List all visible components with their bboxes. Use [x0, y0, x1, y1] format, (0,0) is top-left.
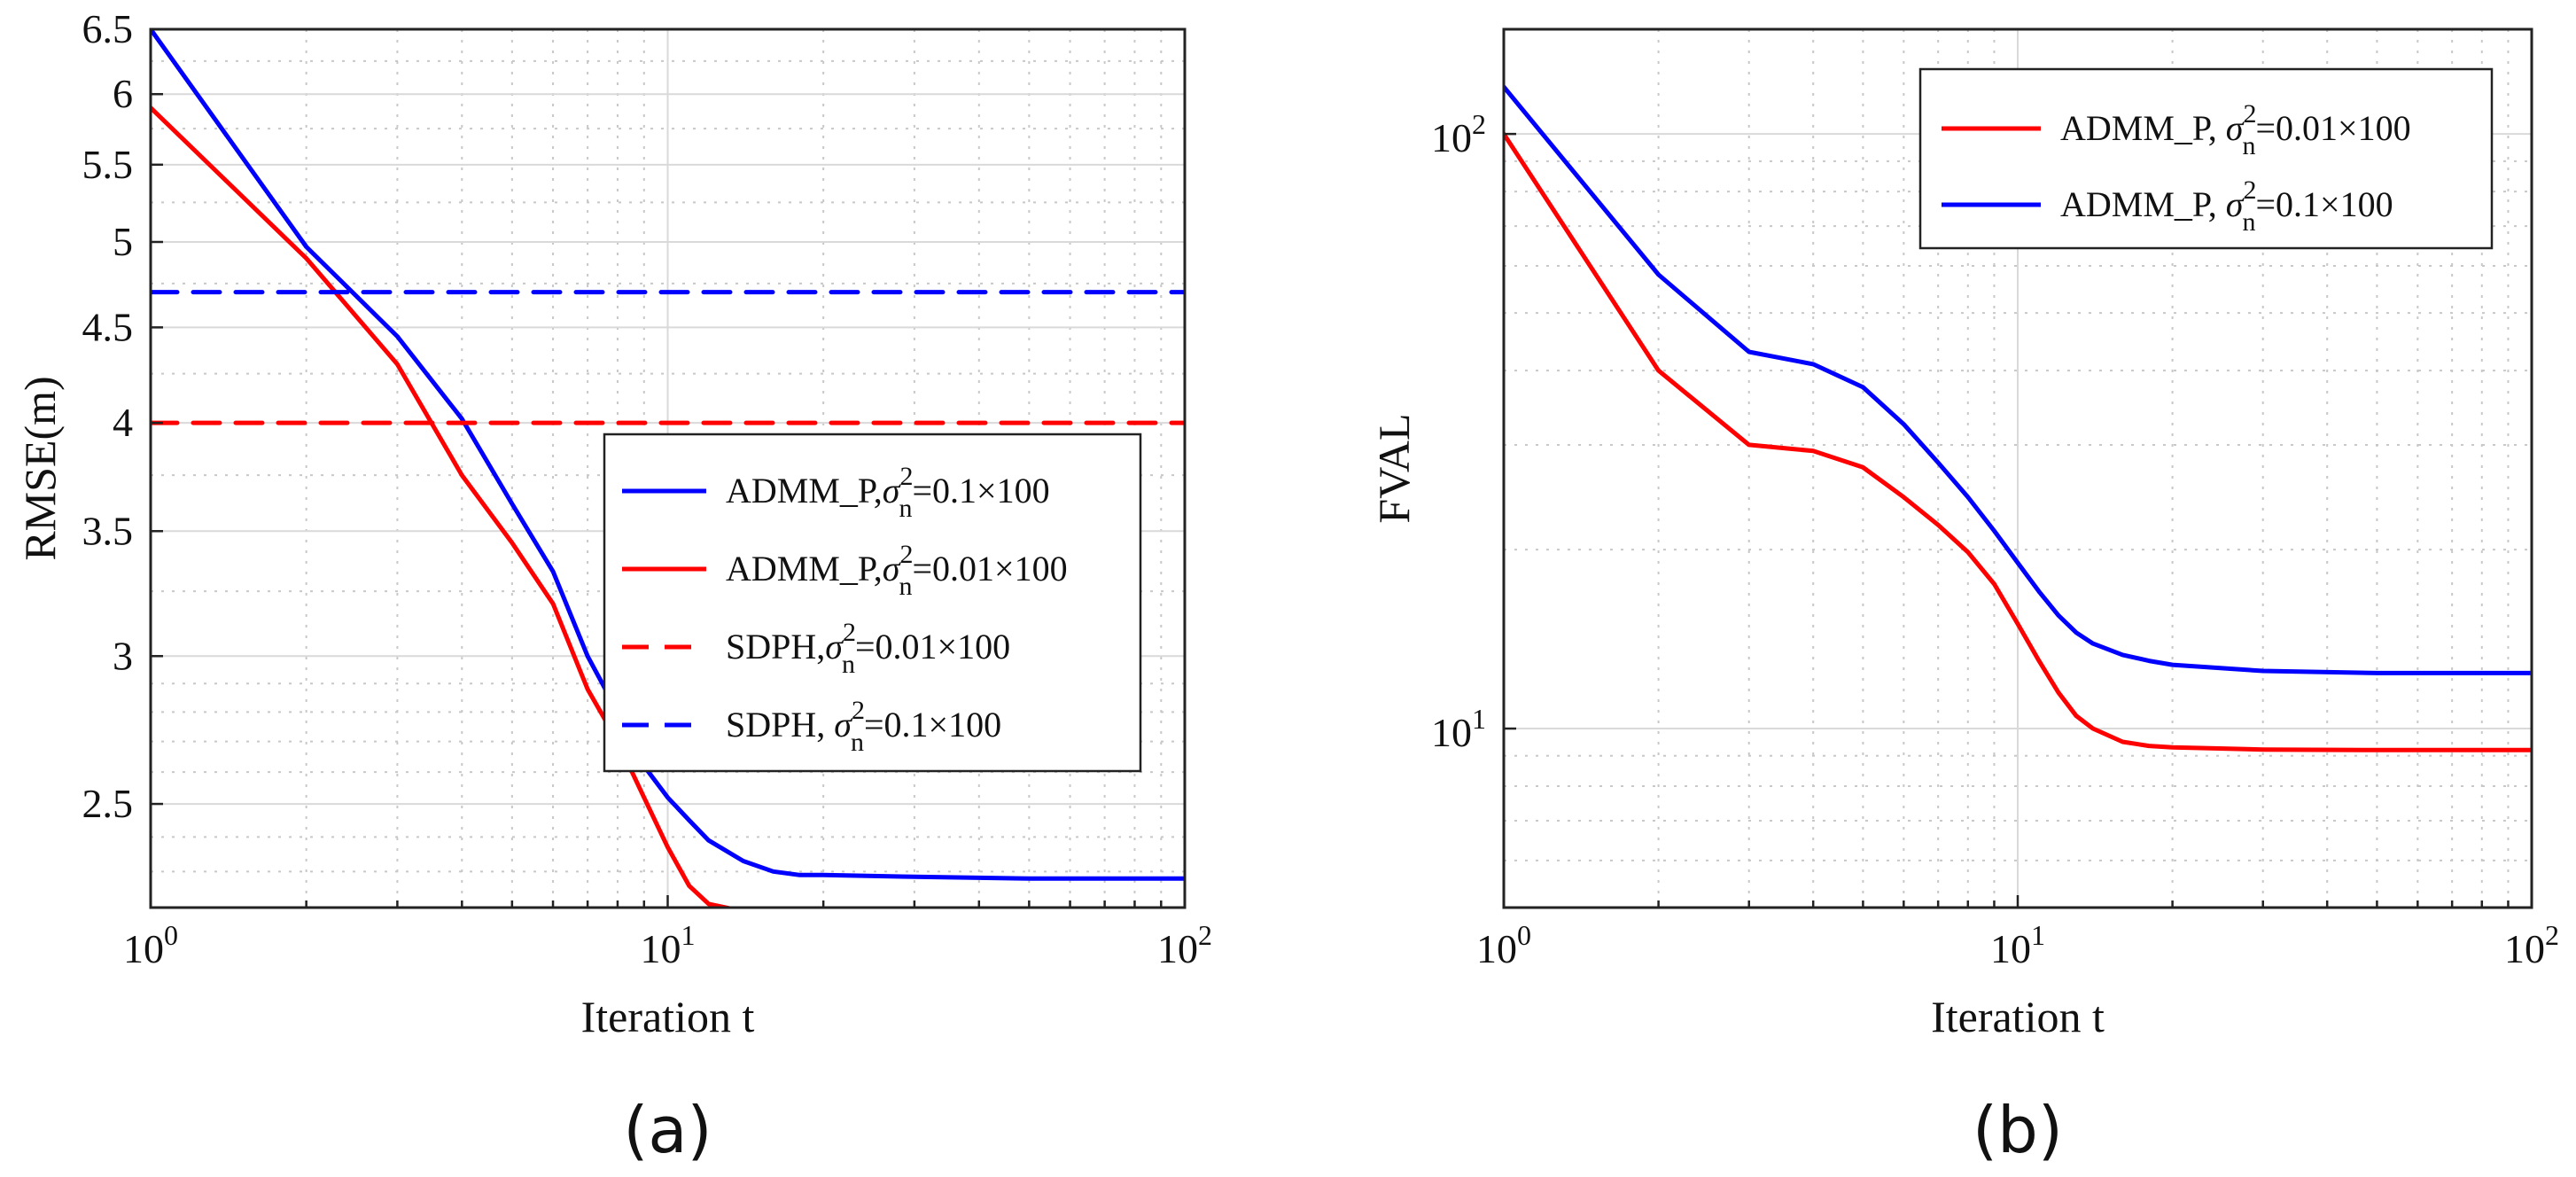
- x-tick-label: 100: [123, 919, 178, 971]
- x-tick-base: 10: [641, 926, 681, 971]
- y-tick-label: 5: [113, 219, 133, 264]
- legend-rest: =0.1×100: [864, 705, 1001, 744]
- panel-label: (b): [1973, 1093, 2063, 1167]
- series-line-0: [1504, 131, 2532, 752]
- x-tick-exponent: 0: [164, 919, 178, 951]
- legend-rest: =0.01×100: [855, 627, 1010, 666]
- x-tick-exponent: 1: [681, 919, 696, 951]
- legend-superscript: 2: [899, 540, 913, 569]
- legend-prefix: ADMM_P,: [2060, 184, 2226, 224]
- legend-subscript: n: [899, 494, 912, 523]
- y-tick-label: 4.5: [82, 304, 134, 349]
- legend-subscript: n: [851, 728, 864, 757]
- legend-sigma: σ: [825, 627, 844, 666]
- x-axis-label: Iteration t: [581, 992, 755, 1041]
- y-axis: 2.5 3 3.5 4 4.5 5 5.5 6 6.5 RMSE(m): [15, 6, 163, 826]
- y-tick-label: 4: [113, 400, 133, 445]
- series-line-1: [1504, 84, 2532, 675]
- y-tick-base: 10: [1431, 115, 1472, 160]
- x-tick-base: 10: [2504, 926, 2545, 971]
- legend-superscript: 2: [843, 618, 856, 647]
- y-axis-label: FVAL: [1369, 413, 1419, 523]
- y-tick-label: 2.5: [82, 781, 134, 826]
- legend-prefix: ADMM_P,: [726, 549, 883, 588]
- legend-sigma: σ: [883, 549, 901, 588]
- x-tick-base: 10: [1476, 926, 1517, 971]
- legend-sigma: σ: [2226, 108, 2245, 148]
- x-tick-label: 100: [1476, 919, 1531, 971]
- legend-sigma: σ: [883, 471, 901, 511]
- x-tick-exponent: 2: [1198, 919, 1212, 951]
- y-tick-label: 6: [113, 71, 133, 116]
- y-tick-label: 102: [1431, 108, 1486, 160]
- legend-superscript: 2: [2243, 175, 2256, 205]
- legend-prefix: ADMM_P,: [2060, 108, 2226, 148]
- legend-subscript: n: [2242, 131, 2255, 160]
- legend-entry-2: SDPH,σ2 n=0.01×100: [726, 618, 1010, 679]
- y-tick-label: 5.5: [82, 142, 134, 187]
- x-tick-exponent: 2: [2545, 919, 2559, 951]
- legend-subscript: n: [2242, 207, 2255, 237]
- legend-prefix: ADMM_P,: [726, 471, 883, 511]
- y-axis-label: RMSE(m): [15, 376, 65, 560]
- x-tick-label: 101: [1990, 919, 2045, 971]
- legend-rest: =0.1×100: [912, 471, 1049, 511]
- y-tick-base: 10: [1431, 710, 1472, 755]
- y-tick-label: 3: [113, 633, 133, 678]
- legend-entry-0: ADMM_P, σ2 n=0.01×100: [2060, 99, 2411, 160]
- series-line-1: [151, 105, 737, 908]
- x-tick-label: 102: [1157, 919, 1212, 971]
- panel-label: (a): [623, 1093, 712, 1167]
- x-axis-label: Iteration t: [1931, 992, 2105, 1041]
- legend-superscript: 2: [2243, 99, 2256, 129]
- legend-subscript: n: [899, 572, 912, 601]
- x-tick-label: 102: [2504, 919, 2559, 971]
- legend-superscript: 2: [899, 462, 913, 491]
- legend-superscript: 2: [852, 696, 865, 725]
- legend-rest: =0.01×100: [2255, 108, 2410, 148]
- y-tick-label: 101: [1431, 703, 1486, 755]
- series-line-0: [151, 29, 1185, 881]
- x-tick-exponent: 1: [2031, 919, 2045, 951]
- series-group: [1504, 84, 2532, 752]
- x-tick-label: 101: [641, 919, 696, 971]
- legend-rest: =0.01×100: [912, 549, 1067, 588]
- legend-subscript: n: [842, 650, 855, 679]
- legend-entry-1: ADMM_P,σ2 n=0.01×100: [726, 540, 1068, 601]
- legend-entry-0: ADMM_P,σ2 n=0.1×100: [726, 462, 1050, 523]
- y-tick-label: 6.5: [82, 6, 134, 51]
- x-tick-base: 10: [1157, 926, 1198, 971]
- x-tick-base: 10: [1990, 926, 2031, 971]
- legend-entry-3: SDPH, σ2 n=0.1×100: [726, 696, 1001, 757]
- legend-rest: =0.1×100: [2255, 184, 2393, 224]
- legend-prefix: SDPH,: [726, 705, 834, 744]
- y-tick-exponent: 2: [1472, 108, 1486, 140]
- y-tick-label: 3.5: [82, 508, 134, 553]
- legend-sigma: σ: [2226, 184, 2245, 224]
- legend-entry-1: ADMM_P, σ2 n=0.1×100: [2060, 175, 2393, 237]
- legend-sigma: σ: [834, 705, 852, 744]
- legend-prefix: SDPH,: [726, 627, 825, 666]
- x-tick-base: 10: [123, 926, 164, 971]
- y-tick-exponent: 1: [1472, 703, 1486, 735]
- legend-box: [1918, 67, 2494, 250]
- series-group: [151, 29, 1185, 908]
- x-tick-exponent: 0: [1517, 919, 1531, 951]
